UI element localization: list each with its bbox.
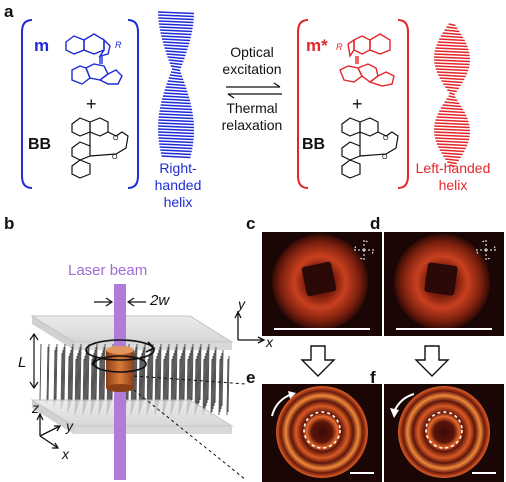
micrograph-e <box>262 384 382 482</box>
left-helix-line2: helix <box>438 177 468 193</box>
molecule-m-star-structure: R <box>336 33 395 87</box>
pinwheel-icon-c <box>353 239 375 261</box>
axis-z-label: z <box>32 400 39 416</box>
red-bracket <box>297 19 409 189</box>
reverse-line2: relaxation <box>221 117 283 133</box>
right-handed-helix-graphic <box>157 11 195 159</box>
r-group-label-star: R <box>336 42 343 52</box>
forward-line1: Optical <box>230 44 274 60</box>
molecule-m-structure: R <box>65 33 123 85</box>
forward-process-label: Optical excitation <box>214 44 290 78</box>
pinwheel-icon-d <box>475 239 497 261</box>
panel-label-c: c <box>246 214 256 233</box>
blue-bracket <box>21 19 139 189</box>
left-handed-helix-label: Left-handed helix <box>410 160 496 194</box>
scale-bar-d <box>396 328 492 330</box>
axis-x-label-b: x <box>62 446 69 462</box>
panel-label-e: e <box>246 368 256 387</box>
micrograph-c <box>262 232 382 336</box>
axis-y-label-c: y <box>238 296 245 312</box>
plus-sign-left: + <box>86 94 97 114</box>
rotation-arrow-e <box>271 391 296 417</box>
dashed-circle-f <box>425 411 463 449</box>
reverse-line1: Thermal <box>226 100 278 116</box>
micrograph-d <box>384 232 504 336</box>
scale-bar-f <box>472 472 496 474</box>
cell-thickness-label: L <box>18 354 27 371</box>
laser-beam-label: Laser beam <box>68 262 148 279</box>
left-helix-line1: Left-handed <box>415 160 491 176</box>
right-handed-helix-label: Right-handed helix <box>136 160 220 211</box>
right-helix-line1: Right-handed <box>154 160 202 193</box>
forward-line2: excitation <box>222 61 282 77</box>
rotation-arrow-f <box>390 393 415 418</box>
down-arrow-d-f <box>414 345 450 377</box>
axis-y-label-b: y <box>66 418 73 434</box>
panel-label-b: b <box>4 214 15 233</box>
beam-width-label: 2w <box>150 292 170 309</box>
panel-label-d: d <box>370 214 381 233</box>
panel-label-f: f <box>370 368 376 387</box>
r-group-label: R <box>115 40 122 50</box>
scale-bar-e <box>350 472 374 474</box>
left-handed-helix-graphic <box>433 23 471 168</box>
molecule-m-star-label: m* <box>306 36 328 55</box>
bb-label-right: BB <box>302 136 326 153</box>
bb-structure-right: O O <box>341 117 399 179</box>
down-arrow-c-e <box>300 345 336 377</box>
micrograph-f <box>384 384 504 482</box>
reverse-process-label: Thermal relaxation <box>214 100 290 134</box>
plus-sign-right: + <box>352 94 363 114</box>
bb-label-left: BB <box>28 136 52 153</box>
svg-text:O: O <box>383 135 389 142</box>
svg-text:O: O <box>112 154 118 161</box>
bb-structure-left: O O <box>71 117 129 179</box>
molecule-m-label: m <box>34 36 50 55</box>
dashed-circle-e <box>303 411 341 449</box>
scale-bar-c <box>274 328 370 330</box>
equilibrium-arrows <box>226 82 282 99</box>
panel-label-a: a <box>4 2 14 21</box>
svg-text:O: O <box>113 135 119 142</box>
right-helix-line2: helix <box>163 194 193 210</box>
axes-icon-cd <box>234 310 266 344</box>
cell-schematic <box>29 284 247 481</box>
axis-x-label-c: x <box>266 334 273 350</box>
svg-text:O: O <box>382 154 388 161</box>
